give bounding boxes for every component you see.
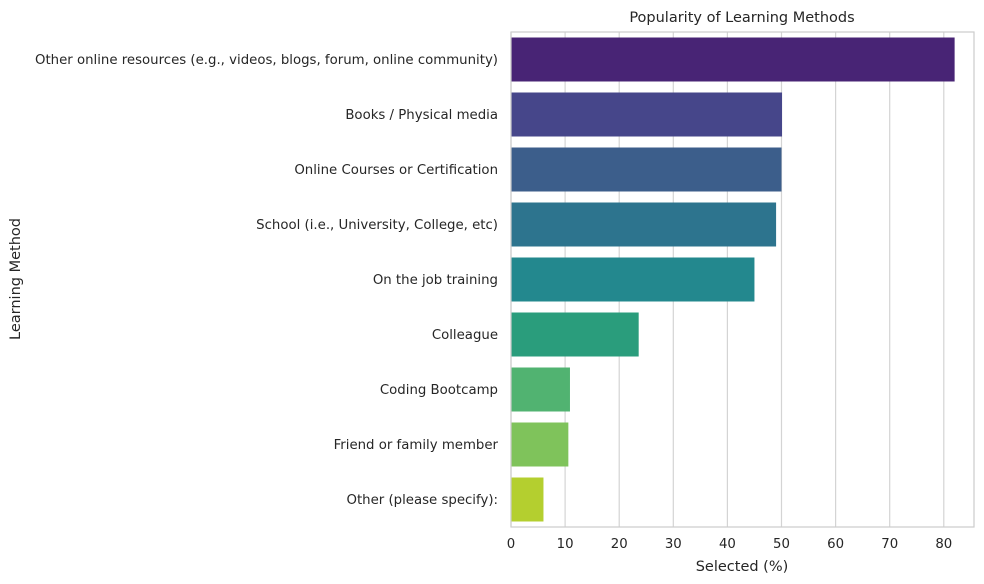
bar <box>511 312 639 357</box>
x-tick-label: 70 <box>881 537 898 552</box>
bar <box>511 92 783 137</box>
x-tick-label: 80 <box>935 537 952 552</box>
category-label: Colleague <box>432 328 498 343</box>
category-label: Other online resources (e.g., videos, bl… <box>35 53 498 68</box>
y-axis-label: Learning Method <box>8 218 24 340</box>
category-label: Books / Physical media <box>345 108 498 123</box>
category-label: Other (please specify): <box>346 493 498 508</box>
x-tick-label: 50 <box>773 537 790 552</box>
bar <box>511 477 544 522</box>
bar <box>511 202 777 247</box>
category-label: Coding Bootcamp <box>380 383 498 398</box>
x-tick-label: 60 <box>827 537 844 552</box>
category-label: School (i.e., University, College, etc) <box>256 218 498 233</box>
x-tick-label: 0 <box>507 537 515 552</box>
x-tick-label: 30 <box>665 537 682 552</box>
bar <box>511 37 955 82</box>
bars <box>511 37 955 522</box>
category-labels: Other online resources (e.g., videos, bl… <box>35 53 499 508</box>
x-tick-label: 20 <box>611 537 628 552</box>
x-axis-label: Selected (%) <box>696 559 789 575</box>
category-label: Online Courses or Certification <box>294 163 498 178</box>
x-tick-labels: 0 10 20 30 40 50 60 70 80 <box>507 537 952 552</box>
bar <box>511 257 755 302</box>
category-label: Friend or family member <box>334 438 499 453</box>
x-tick-label: 10 <box>557 537 574 552</box>
bar <box>511 367 570 412</box>
bar <box>511 147 782 192</box>
chart-title: Popularity of Learning Methods <box>629 10 854 26</box>
plot-frame <box>510 31 975 528</box>
bar <box>511 422 569 467</box>
category-label: On the job training <box>373 273 498 288</box>
x-tick-label: 40 <box>719 537 736 552</box>
